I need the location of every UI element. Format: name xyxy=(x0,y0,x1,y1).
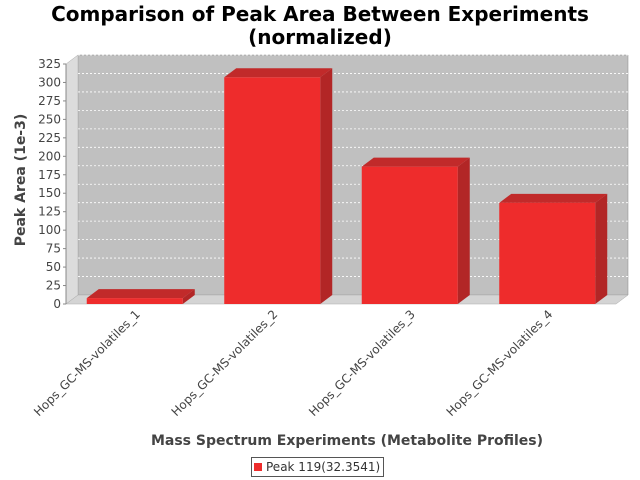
y-tick-label: 200 xyxy=(38,149,61,163)
y-tick-label: 25 xyxy=(46,279,61,293)
bar-side xyxy=(182,289,195,304)
bar xyxy=(86,289,195,304)
legend-swatch xyxy=(254,463,262,471)
y-tick-label: 300 xyxy=(38,75,61,89)
legend-label: Peak 119(32.3541) xyxy=(266,460,381,474)
x-axis-label: Mass Spectrum Experiments (Metabolite Pr… xyxy=(151,433,543,449)
bar-side xyxy=(595,193,608,304)
y-tick-label: 125 xyxy=(38,205,61,219)
bar-top xyxy=(499,193,608,203)
bar-front xyxy=(499,202,596,304)
x-axis: Hops_GC-MS-volatiles_1 Hops_GC-MS-volatil… xyxy=(31,307,555,419)
y-tick-label: 250 xyxy=(38,112,61,126)
y-tick-label: 175 xyxy=(38,168,61,182)
y-tick-label: 0 xyxy=(53,297,61,311)
y-tick-label: 150 xyxy=(38,186,61,200)
x-tick-label: Hops_GC-MS-volatiles_1 xyxy=(31,307,143,419)
y-tick-label: 75 xyxy=(46,242,61,256)
chart-title: Comparison of Peak Area Between Experime… xyxy=(0,3,640,49)
plot-side-wall xyxy=(65,54,79,305)
chart-title-line-1: Comparison of Peak Area Between Experime… xyxy=(51,2,589,26)
bar xyxy=(361,157,470,304)
chart-title-line-2: (normalized) xyxy=(248,25,392,49)
y-tick-label: 100 xyxy=(38,223,61,237)
bars xyxy=(86,68,608,305)
y-tick-label: 50 xyxy=(46,260,61,274)
bar xyxy=(499,193,608,304)
bar-front xyxy=(86,298,183,304)
bar-top xyxy=(86,289,195,299)
x-tick-label: Hops_GC-MS-volatiles_3 xyxy=(306,307,418,419)
bar-front xyxy=(224,77,321,305)
y-tick-label: 325 xyxy=(38,57,61,71)
bar-top xyxy=(361,157,470,167)
y-tick-label: 225 xyxy=(38,131,61,145)
y-tick-label: 275 xyxy=(38,94,61,108)
legend: Peak 119(32.3541) xyxy=(251,457,385,477)
bar xyxy=(224,68,333,305)
x-tick-label: Hops_GC-MS-volatiles_2 xyxy=(169,307,281,419)
bar-front xyxy=(361,166,458,304)
bar-top xyxy=(224,68,333,78)
bar-side xyxy=(457,157,470,304)
x-tick-label: Hops_GC-MS-volatiles_4 xyxy=(444,307,556,419)
bar-side xyxy=(320,68,333,305)
y-axis-label: Peak Area (1e-3) xyxy=(13,114,29,247)
y-axis: 0 25 50 75 100 125 150 175 200 225 250 275 300 325 xyxy=(38,57,67,311)
